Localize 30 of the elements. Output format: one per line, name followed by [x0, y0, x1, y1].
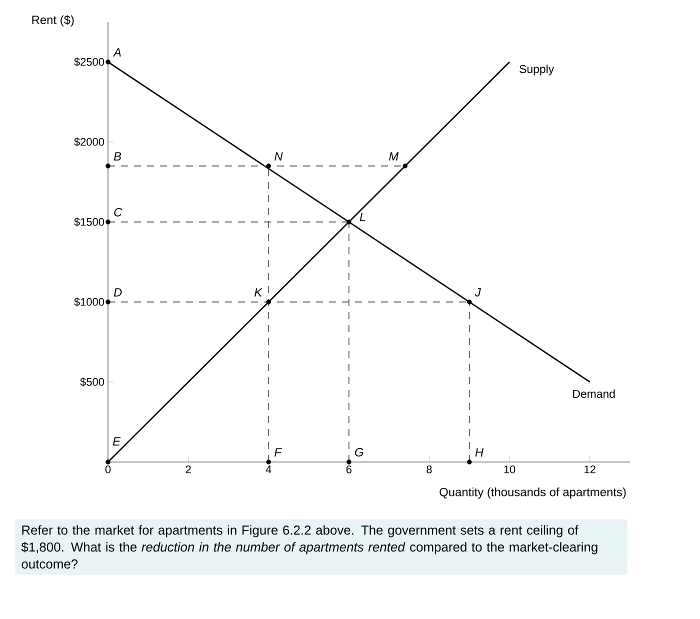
- text: Refer to the market for apartments in Figure 6.2.2 above. The government sets a rent ceiling of $1,800. What is the reduction in the number of apartments rented compared to the market-clearing outcome?: [21, 525, 598, 569]
- annotation: B: [114, 152, 122, 160]
- x-axis-title: Quantity (thousands of apartments): [440, 488, 626, 499]
- x-tick-label: 2: [186, 466, 191, 474]
- x-tick-label: 10: [504, 466, 516, 474]
- annotation: D: [114, 288, 122, 296]
- annotation: G: [355, 448, 364, 456]
- annotation: L: [360, 212, 366, 222]
- annotation: C: [114, 208, 122, 216]
- annotation: E: [112, 437, 121, 446]
- y-axis-title: Rent ($): [32, 15, 74, 26]
- annotation: H: [475, 448, 484, 456]
- x-tick-label: 0: [105, 466, 111, 474]
- y-tick-label: $2000: [74, 138, 104, 146]
- x-tick-label: 6: [346, 466, 352, 474]
- y-tick-label: $500: [80, 378, 104, 386]
- annotation: F: [274, 448, 282, 456]
- annotation: A: [112, 48, 121, 56]
- annotation: M: [389, 152, 399, 160]
- x-tick-label: 8: [426, 466, 432, 474]
- y-tick-label: $1000: [74, 298, 104, 306]
- y-tick-label: $2500: [74, 58, 104, 66]
- series-label: Supply: [520, 64, 554, 76]
- annotation: K: [254, 288, 263, 296]
- annotation: J: [474, 288, 481, 296]
- series-label: Demand: [573, 390, 615, 398]
- annotation: N: [274, 152, 283, 160]
- x-tick-label: 12: [584, 466, 596, 474]
- x-tick-label: 4: [266, 466, 272, 474]
- y-tick-label: $1500: [74, 218, 104, 226]
